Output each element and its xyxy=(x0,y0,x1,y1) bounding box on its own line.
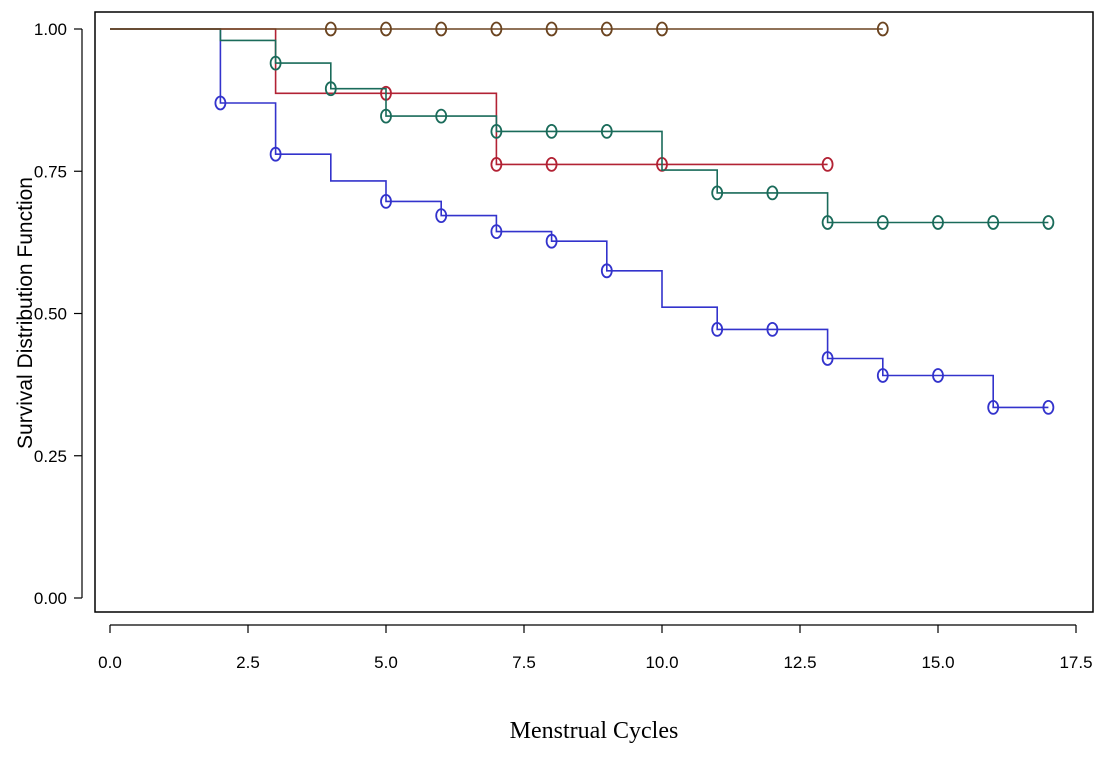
series-layer xyxy=(110,21,1055,415)
x-tick-label: 15.0 xyxy=(921,653,954,672)
censor-marker xyxy=(435,21,448,37)
censor-marker xyxy=(1042,399,1055,415)
censor-marker xyxy=(490,156,503,172)
x-axis-ticks: 0.0 2.5 5.0 7.5 10.0 12.5 15.0 17.5 xyxy=(98,625,1093,672)
censor-marker xyxy=(876,215,889,230)
censor-marker xyxy=(490,224,503,240)
censor-marker xyxy=(545,123,558,139)
series-1 xyxy=(110,28,1055,415)
censor-marker xyxy=(987,399,1000,415)
censor-marker xyxy=(876,368,889,383)
y-tick-label: 0.25 xyxy=(34,447,67,466)
plot-frame xyxy=(94,11,1094,613)
censor-marker xyxy=(324,21,337,37)
censor-marker xyxy=(214,95,227,111)
censor-marker xyxy=(821,156,834,172)
censor-marker xyxy=(545,156,558,172)
censor-marker xyxy=(932,215,944,230)
censor-marker xyxy=(766,185,779,201)
censor-marker xyxy=(435,208,448,224)
censor-marker xyxy=(269,146,282,162)
x-tick-label: 0.0 xyxy=(98,653,122,672)
x-tick-label: 5.0 xyxy=(374,653,398,672)
x-tick-label: 2.5 xyxy=(236,653,260,672)
censor-marker xyxy=(269,55,282,71)
y-tick-label: 0.75 xyxy=(34,162,67,181)
censor-marker xyxy=(545,21,558,37)
y-tick-label: 1.00 xyxy=(34,20,67,39)
censor-marker xyxy=(380,21,392,37)
censor-marker xyxy=(545,233,558,249)
censor-marker xyxy=(987,215,1000,230)
censor-marker xyxy=(324,81,337,97)
y-tick-label: 0.00 xyxy=(34,589,67,608)
censor-marker xyxy=(490,123,503,139)
y-tick-label: 0.50 xyxy=(34,305,67,324)
y-axis-title: Survival Distribution Function xyxy=(14,177,37,449)
x-tick-label: 12.5 xyxy=(783,653,816,672)
censor-marker xyxy=(380,108,392,124)
censor-marker xyxy=(600,263,613,279)
censor-marker xyxy=(656,21,668,37)
censor-marker xyxy=(821,215,834,230)
censor-marker xyxy=(932,368,944,383)
survival-step-line xyxy=(110,28,1049,409)
censor-marker xyxy=(435,108,448,124)
x-tick-label: 7.5 xyxy=(512,653,536,672)
censor-marker xyxy=(876,21,889,37)
censor-marker xyxy=(1042,215,1055,230)
censor-marker xyxy=(380,193,392,209)
x-axis-title: Menstrual Cycles xyxy=(510,718,679,744)
censor-marker xyxy=(600,123,613,139)
censor-marker xyxy=(711,185,724,201)
censor-marker xyxy=(490,21,503,37)
censor-marker xyxy=(821,351,834,366)
survival-step-line xyxy=(110,28,1049,224)
censor-marker xyxy=(711,321,724,337)
x-tick-label: 17.5 xyxy=(1059,653,1092,672)
series-4 xyxy=(110,21,889,37)
y-axis-ticks: 0.00 0.25 0.50 0.75 1.00 xyxy=(34,20,82,608)
censor-marker xyxy=(600,21,613,37)
censor-marker xyxy=(766,321,779,337)
x-tick-label: 10.0 xyxy=(645,653,678,672)
series-3 xyxy=(110,28,1055,230)
